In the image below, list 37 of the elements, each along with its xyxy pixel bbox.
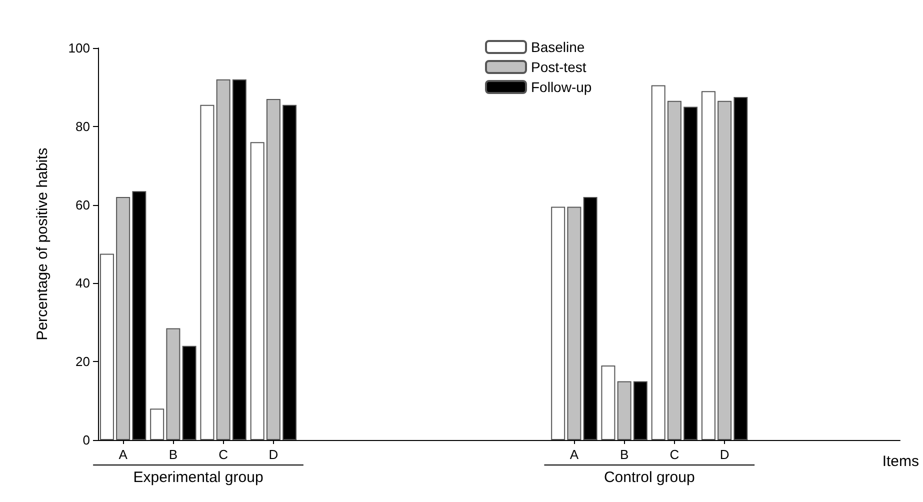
bar [216,79,230,440]
x-tick-label: C [670,447,680,462]
x-tick-label: A [118,447,128,462]
y-tick-label: 80 [76,118,90,134]
y-tick-label: 100 [68,40,90,56]
y-axis-title: Percentage of positive habits [34,148,51,340]
x-tick-label: B [168,447,178,462]
bar [551,206,566,440]
x-tick-label: B [620,447,629,462]
bar [150,408,164,440]
bar [266,98,280,440]
bar [166,328,180,440]
bar [100,254,114,440]
bar [701,91,716,440]
bar [667,100,682,440]
x-tick-label: D [720,447,730,462]
x-axis-title: Items [882,453,920,470]
bar [651,85,666,440]
y-tick-label: 60 [76,197,90,212]
bar [718,100,732,440]
text: Control group [604,469,695,486]
legend-label: Baseline [531,39,585,55]
y-tick-label: 0 [82,432,90,448]
bar [617,381,632,440]
bar [601,366,616,440]
x-tick-label: A [570,447,579,462]
bar [200,104,214,440]
bar [116,196,130,440]
x-tick-label: D [268,447,278,462]
text: Experimental group [133,469,264,486]
bar [250,142,264,440]
bar [567,206,582,440]
x-tick-label: C [218,447,228,462]
legend-label: Follow-up [531,79,592,95]
y-tick-label: 40 [76,276,90,291]
y-tick-label: 20 [76,354,90,370]
legend-label: Post-test [531,59,586,75]
